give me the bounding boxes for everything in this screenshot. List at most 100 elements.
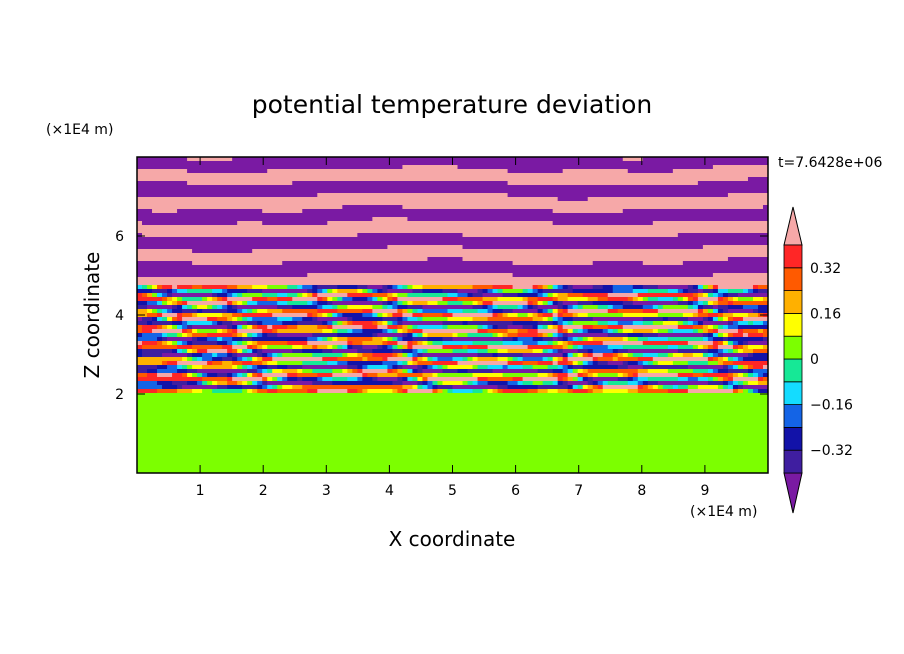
contour-cell	[738, 389, 744, 394]
contour-cell	[533, 337, 544, 342]
contour-cell	[417, 349, 423, 354]
contour-cell	[417, 381, 423, 386]
contour-cell	[427, 301, 438, 306]
contour-cell	[332, 325, 363, 330]
x-tick-label: 2	[259, 483, 268, 499]
contour-cell	[533, 313, 539, 318]
contour-cell	[317, 317, 348, 322]
contour-cell	[347, 293, 373, 298]
contour-cell	[563, 169, 629, 174]
contour-cell	[402, 385, 413, 390]
contour-cell	[588, 373, 594, 378]
contour-cell	[758, 373, 764, 378]
contour-cell	[242, 309, 248, 314]
contour-cell	[578, 305, 584, 310]
contour-cell	[698, 345, 704, 350]
contour-cell	[473, 301, 479, 306]
contour-cell	[738, 325, 769, 330]
contour-cell	[643, 341, 689, 346]
contour-cell	[638, 381, 644, 386]
contour-cell	[488, 381, 509, 386]
contour-cell	[738, 373, 744, 378]
contour-cell	[232, 293, 238, 298]
contour-cell	[473, 285, 494, 290]
contour-cell	[257, 373, 263, 378]
contour-cell	[478, 381, 489, 386]
contour-cell	[678, 325, 694, 330]
contour-cell	[152, 321, 173, 326]
contour-cell	[548, 333, 554, 338]
contour-cell	[157, 317, 163, 322]
contour-cell	[167, 325, 173, 330]
contour-cell	[453, 337, 504, 342]
contour-cell	[182, 325, 188, 330]
contour-cell	[167, 309, 173, 314]
contour-cell	[678, 321, 684, 326]
contour-cell	[538, 309, 544, 314]
contour-cell	[728, 317, 734, 322]
contour-cell	[367, 357, 383, 362]
contour-cell	[638, 377, 649, 382]
contour-cell	[533, 365, 549, 370]
contour-cell	[688, 389, 734, 394]
contour-cell	[327, 221, 553, 226]
contour-cell	[723, 333, 729, 338]
contour-cell	[412, 345, 443, 350]
contour-cell	[267, 345, 293, 350]
contour-cell	[588, 389, 594, 394]
contour-cell	[382, 321, 388, 326]
colorbar-swatch	[784, 313, 802, 336]
contour-cell	[287, 341, 308, 346]
contour-cell	[192, 305, 198, 310]
contour-cell	[227, 341, 233, 346]
contour-cell	[688, 361, 709, 366]
contour-cell	[367, 373, 378, 378]
contour-cell	[187, 349, 193, 354]
contour-cell	[417, 333, 423, 338]
contour-cell	[583, 385, 589, 390]
contour-cell	[302, 377, 318, 382]
contour-cell	[488, 365, 504, 370]
contour-cell	[548, 341, 554, 346]
contour-cell	[483, 293, 504, 298]
contour-cell	[422, 381, 428, 386]
contour-cell	[478, 377, 489, 382]
contour-cell	[538, 389, 549, 394]
contour-cell	[177, 365, 183, 370]
contour-cell	[172, 305, 178, 310]
contour-cell	[242, 357, 248, 362]
contour-cell	[543, 333, 549, 338]
contour-cell	[212, 297, 218, 302]
contour-cell	[508, 357, 514, 362]
contour-cell	[513, 285, 534, 290]
contour-cell	[152, 293, 158, 298]
contour-cell	[733, 317, 744, 322]
contour-cell	[222, 345, 233, 350]
contour-cell	[302, 209, 553, 214]
contour-cell	[573, 317, 594, 322]
contour-cell	[432, 385, 438, 390]
contour-cell	[447, 317, 473, 322]
colorbar-extend-max	[784, 207, 802, 245]
contour-cell	[468, 321, 514, 326]
contour-cell	[217, 353, 228, 358]
contour-cell	[392, 297, 398, 302]
contour-cell	[648, 369, 669, 374]
contour-cell	[613, 357, 619, 362]
contour-cell	[493, 301, 529, 306]
contour-cell	[402, 309, 408, 314]
contour-cell	[207, 373, 218, 378]
contour-cell	[538, 333, 544, 338]
contour-cell	[242, 373, 248, 378]
contour-cell	[272, 325, 288, 330]
contour-cell	[743, 385, 769, 390]
contour-cell	[658, 333, 704, 338]
contour-cell	[633, 297, 639, 302]
contour-cell	[197, 381, 203, 386]
contour-cell	[568, 357, 594, 362]
contour-cell	[182, 321, 188, 326]
contour-cell	[698, 309, 704, 314]
contour-cell	[252, 349, 258, 354]
contour-cell	[553, 337, 559, 342]
contour-cell	[708, 317, 714, 322]
